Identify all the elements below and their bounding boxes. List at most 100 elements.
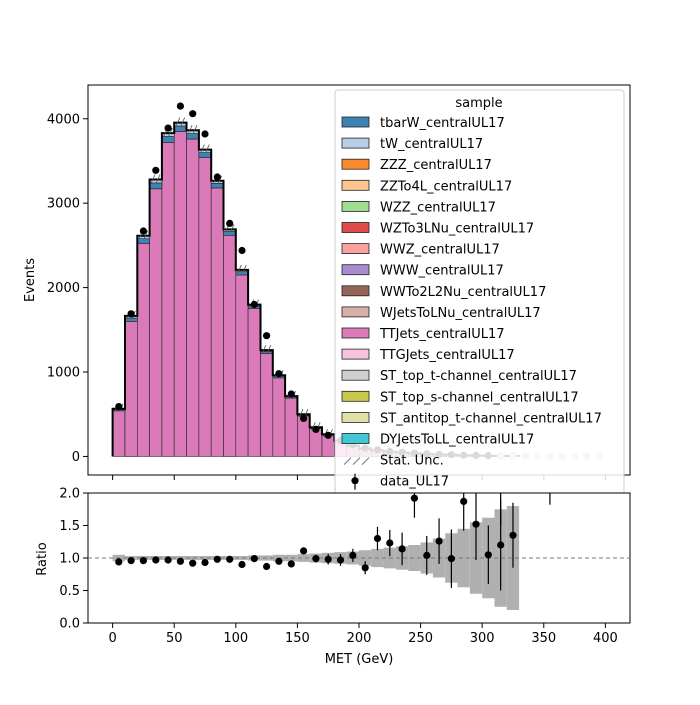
legend-label: ST_top_s-channel_centralUL17	[380, 390, 579, 405]
stat-unc-hatch-line	[175, 117, 181, 126]
legend-label: Stat. Unc.	[380, 454, 444, 469]
x-tick-label: 50	[166, 631, 183, 646]
ratio-x-axis: 0 50 100 150 200 250 300 350 400	[108, 623, 618, 646]
data-point	[312, 425, 320, 433]
ratio-y-tick-label: 1.0	[59, 552, 80, 567]
histogram-bar	[260, 353, 274, 457]
legend-swatch	[341, 158, 370, 170]
x-tick-label: 250	[408, 631, 433, 646]
data-point	[201, 130, 209, 138]
data-point	[275, 370, 283, 378]
x-tick-label: 400	[593, 631, 618, 646]
ratio-point	[300, 547, 308, 555]
legend-label: WJetsToLNu_centralUL17	[380, 306, 541, 321]
ratio-point	[115, 558, 123, 566]
legend-title: sample	[455, 96, 502, 111]
histogram-bar	[137, 243, 150, 457]
x-tick-label: 0	[108, 631, 116, 646]
histogram-bar	[137, 238, 150, 245]
histogram-bar	[161, 142, 175, 457]
legend-label: WZZ_centralUL17	[380, 200, 496, 215]
ratio-point	[509, 531, 517, 539]
ratio-unc-band-bin	[359, 550, 372, 566]
ratio-points	[115, 493, 551, 591]
ratio-unc-band-bin	[408, 545, 421, 571]
x-tick-label: 200	[347, 631, 372, 646]
histogram-bar	[272, 377, 286, 457]
legend-label: ST_antitop_t-channel_centralUL17	[380, 411, 602, 426]
ratio-point	[238, 560, 246, 569]
data-point	[189, 110, 197, 118]
data-point	[226, 219, 234, 227]
legend-label: ZZTo4L_centralUL17	[380, 179, 512, 194]
legend-hatch-line	[361, 457, 370, 465]
ratio-point	[472, 520, 480, 528]
legend-swatch	[341, 222, 370, 233]
legend-label: tbarW_centralUL17	[380, 116, 505, 131]
stat-unc-hatch-line	[311, 422, 316, 431]
legend-swatch	[341, 433, 370, 444]
ratio-point	[176, 557, 184, 565]
stat-unc-hatch-line	[261, 344, 267, 354]
histogram-bar	[235, 274, 249, 457]
main-y-axis: 0 1000 2000 3000 4000	[47, 112, 88, 465]
stat-unc-hatch-line	[200, 144, 205, 153]
legend-label: TTGJets_centralUL17	[379, 348, 515, 363]
legend-swatch	[341, 243, 370, 255]
x-tick-label: 300	[470, 631, 495, 646]
ratio-y-axis: 0.0 0.5 1.0 1.5 2.0	[59, 487, 88, 632]
ratio-y-tick-label: 2.0	[59, 487, 80, 502]
histogram-bar	[149, 188, 163, 457]
stat-unc-hatch-line	[217, 175, 223, 184]
legend-hatch-line	[343, 457, 352, 465]
ratio-point	[361, 564, 369, 572]
data-point	[287, 390, 295, 398]
stat-unc-hatch-line	[192, 125, 198, 134]
y-tick-label: 3000	[47, 197, 80, 212]
histogram-bar	[186, 133, 200, 140]
ratio-point	[152, 556, 160, 564]
histogram-bar	[198, 152, 212, 158]
legend-data-marker	[351, 477, 359, 485]
x-axis-label: MET (GeV)	[325, 652, 394, 667]
ratio-point	[263, 562, 271, 571]
y-tick-label: 1000	[47, 366, 80, 381]
stacked-histogram	[112, 122, 520, 457]
legend-swatch	[341, 285, 370, 297]
ratio-unc-band-bin	[198, 556, 212, 560]
data-point	[127, 310, 135, 318]
data-point	[238, 246, 246, 255]
histogram-bar	[284, 397, 298, 457]
data-point	[115, 403, 123, 411]
stat-unc-hatch-line	[242, 264, 247, 274]
ratio-point	[410, 494, 418, 502]
ratio-point	[324, 555, 332, 563]
histogram-bar	[173, 125, 187, 132]
histogram-bar	[124, 321, 138, 457]
legend-swatch	[341, 179, 370, 191]
data-point	[139, 227, 147, 235]
legend-label: data_UL17	[380, 475, 449, 490]
ratio-point	[164, 556, 172, 564]
stat-unc-hatch-line	[151, 174, 156, 183]
histogram-bar	[247, 308, 261, 457]
ratio-point	[398, 545, 406, 553]
legend-label: tW_centralUL17	[380, 137, 483, 152]
legend-label: WWW_centralUL17	[380, 264, 504, 279]
stat-unc-hatch-line	[143, 230, 149, 239]
stat-unc-hatch-line	[298, 409, 304, 418]
ratio-point	[312, 555, 320, 563]
y-tick-label: 0	[72, 450, 80, 465]
ratio-y-tick-label: 0.0	[59, 617, 80, 632]
ratio-point	[287, 560, 295, 568]
ratio-point	[226, 555, 234, 563]
ratio-y-tick-label: 1.5	[59, 519, 80, 534]
stat-unc-hatch-line	[180, 117, 186, 126]
histogram-bar	[210, 183, 224, 189]
legend-swatch	[341, 200, 370, 212]
data-point	[164, 124, 172, 132]
histogram-bar	[186, 138, 200, 457]
legend-label: DYJetsToLL_centralUL17	[380, 433, 534, 448]
histogram-bar	[198, 157, 212, 457]
